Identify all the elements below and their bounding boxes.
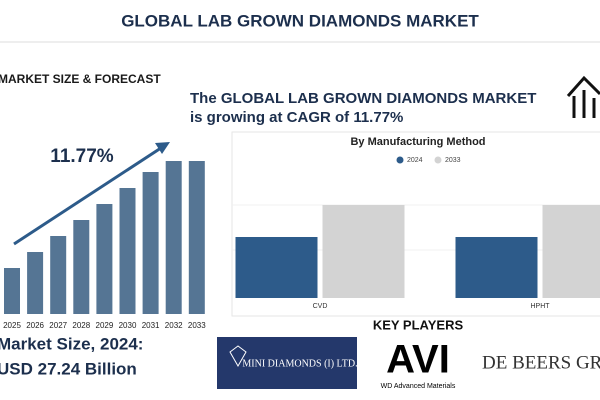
bar	[4, 268, 20, 314]
logo-mark	[229, 345, 247, 368]
x-tick-label: 2031	[142, 321, 160, 330]
x-tick-label: 2028	[72, 321, 90, 330]
cagr-label: 11.77%	[50, 146, 113, 167]
bar	[455, 237, 538, 298]
legend-swatch	[396, 156, 404, 164]
x-tick-label: 2027	[49, 321, 67, 330]
x-tick-label: 2026	[26, 321, 44, 330]
bar	[27, 252, 44, 314]
bar	[165, 161, 182, 314]
x-tick-label: 2029	[96, 321, 114, 330]
x-tick-label: 2030	[119, 321, 137, 330]
chart-title: By Manufacturing Method	[350, 136, 485, 148]
icon	[566, 75, 600, 118]
bar	[542, 205, 600, 298]
page-title: GLOBAL LAB GROWN DIAMONDS MARKET	[121, 11, 479, 30]
legend-label: 2033	[445, 157, 461, 164]
logo-text: WD Advanced Materials	[381, 383, 456, 390]
logo-text: DE BEERS GRO	[482, 352, 600, 373]
x-tick-label: CVD	[313, 303, 328, 310]
legend-swatch	[434, 156, 442, 164]
bar	[142, 172, 159, 314]
x-tick-label: HPHT	[530, 303, 550, 310]
bar	[235, 237, 318, 298]
headline: The GLOBAL LAB GROWN DIAMONDS MARKET	[190, 90, 536, 107]
bar	[50, 236, 67, 314]
logo-text: MINI DIAMONDS (I) LTD.	[242, 358, 357, 369]
logo	[217, 337, 357, 389]
x-tick-label: 2025	[3, 321, 21, 330]
market-size-label: Market Size, 2024:	[0, 334, 143, 353]
x-tick-label: 2032	[165, 321, 183, 330]
bar	[73, 220, 90, 314]
x-tick-label: 2033	[188, 321, 206, 330]
key-players-title: KEY PLAYERS	[373, 317, 464, 332]
logo-text: AVI	[386, 338, 450, 382]
market-size-value: USD 27.24 Billion	[0, 359, 137, 378]
bar	[322, 205, 405, 298]
headline: is growing at CAGR of 11.77%	[190, 109, 403, 126]
bar	[96, 204, 113, 314]
bar	[188, 161, 205, 314]
section-title: MARKET SIZE & FORECAST	[0, 72, 161, 86]
trend-arrow	[13, 142, 170, 246]
legend-label: 2024	[407, 157, 423, 164]
bar	[119, 188, 136, 314]
